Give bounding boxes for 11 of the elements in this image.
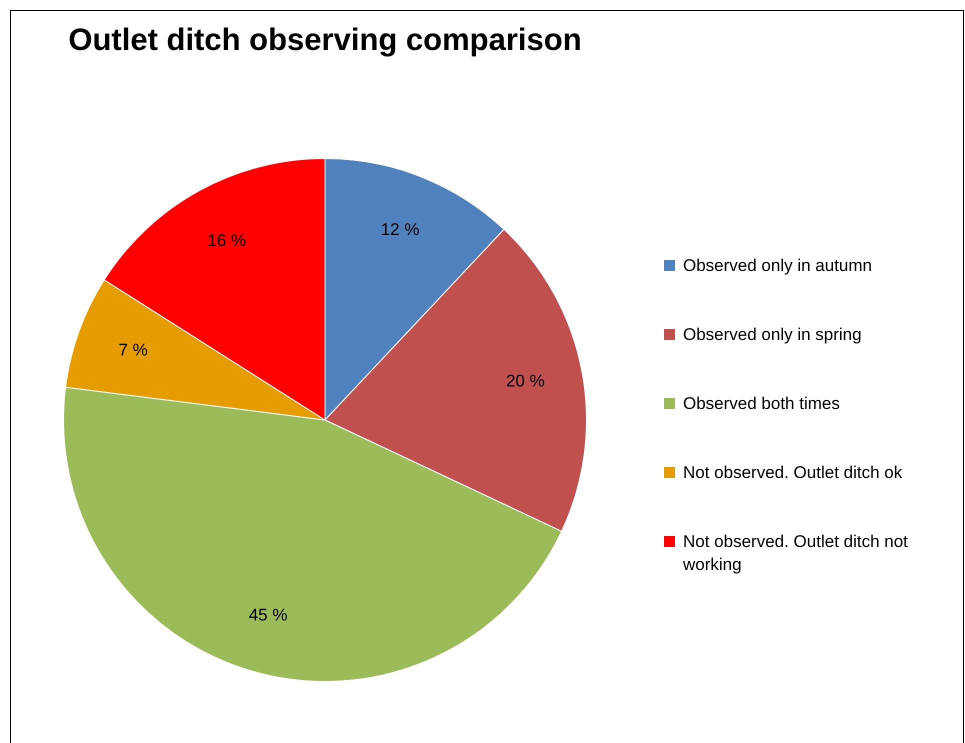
legend-label: Observed only in autumn bbox=[683, 255, 872, 277]
data-label: 20 % bbox=[506, 371, 545, 390]
chart-title: Outlet ditch observing comparison bbox=[67, 22, 583, 58]
legend-label: Observed only in spring bbox=[683, 324, 862, 346]
data-label: 45 % bbox=[248, 606, 288, 625]
legend-label: Observed both times bbox=[683, 393, 840, 415]
legend-label: Not observed. Outlet ditch ok bbox=[683, 462, 902, 484]
data-label: 16 % bbox=[207, 230, 246, 250]
legend-label: Not observed. Outlet ditch not working bbox=[683, 531, 909, 576]
data-label: 7 % bbox=[118, 340, 148, 360]
data-label: 12 % bbox=[380, 220, 420, 240]
